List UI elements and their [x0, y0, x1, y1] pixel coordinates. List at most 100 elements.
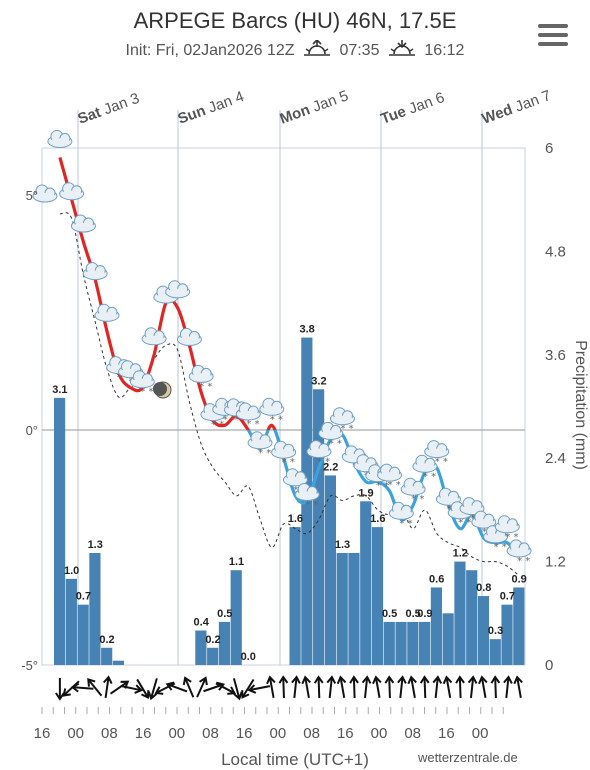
precip-bar — [442, 613, 454, 665]
cloud-icon — [165, 280, 191, 299]
credit-text[interactable]: wetterzentrale.de — [418, 750, 518, 765]
precip-label: 3.8 — [300, 324, 315, 336]
precip-bar — [477, 596, 490, 665]
sunrise-icon — [303, 40, 330, 56]
wind-arrow — [182, 676, 195, 698]
x-tick-label: 00 — [270, 725, 287, 742]
svg-text:* *: * * — [517, 556, 530, 567]
precip-label: 3.2 — [311, 375, 326, 387]
wind-arrow — [326, 675, 337, 699]
x-tick-label: 16 — [34, 725, 51, 742]
wind-arrow — [467, 675, 478, 699]
wind-arrow — [419, 675, 430, 699]
precip-bar — [324, 475, 336, 665]
svg-text:* *: * * — [258, 448, 271, 459]
x-tick-label: 08 — [404, 725, 421, 742]
snow-cloud-icon: * * — [247, 431, 273, 459]
precip-label: 0.9 — [511, 573, 526, 585]
precip-bar — [230, 570, 242, 665]
precip-bar — [371, 527, 384, 665]
y-left-tick: -5° — [21, 658, 38, 673]
svg-text:* *: * * — [376, 481, 389, 492]
cloud-icon — [47, 129, 73, 148]
precip-bar — [383, 621, 395, 665]
wind-arrow — [241, 678, 255, 699]
svg-text:* *: * * — [140, 387, 153, 398]
snow-cloud-icon: * * — [306, 440, 332, 468]
day-label: Wed Jan 7 — [480, 87, 554, 128]
cloud-icon — [141, 327, 167, 346]
x-tick-label: 16 — [337, 725, 354, 742]
wind-arrow — [384, 675, 395, 699]
y-left-tick: 0° — [26, 423, 38, 438]
precip-bar — [466, 570, 478, 665]
cloud-icon — [59, 182, 85, 201]
svg-text:* *: * * — [117, 373, 130, 384]
svg-text:* *: * * — [329, 438, 342, 449]
svg-text:* *: * * — [246, 419, 259, 430]
precip-bar — [77, 604, 89, 665]
x-tick-label: 08 — [101, 725, 118, 742]
wind-arrow — [442, 675, 453, 699]
y-left-tick: 5° — [26, 188, 38, 203]
svg-text:* *: * * — [435, 457, 448, 468]
menu-icon[interactable] — [538, 24, 568, 46]
svg-text:* *: * * — [423, 471, 436, 482]
wind-arrow — [361, 675, 372, 699]
precip-label: 2.2 — [323, 461, 338, 473]
x-tick-label: 16 — [438, 725, 455, 742]
wind-arrow — [62, 680, 80, 697]
precip-bar — [501, 604, 513, 665]
snow-cloud-icon: * * — [412, 454, 438, 482]
x-tick-label: 16 — [135, 725, 152, 742]
wind-arrow — [278, 675, 289, 699]
svg-text:* *: * * — [458, 518, 471, 529]
precip-bar — [513, 587, 525, 665]
x-tick-label: 08 — [303, 725, 320, 742]
snow-cloud-icon: * * — [388, 501, 414, 529]
svg-text:* *: * * — [305, 500, 318, 511]
wind-arrow — [291, 675, 301, 699]
precip-label: 1.2 — [453, 548, 468, 560]
wind-arrow — [455, 675, 465, 699]
plot-area — [41, 147, 526, 666]
precip-label: 0.2 — [99, 634, 114, 646]
wind-arrow — [196, 676, 208, 698]
precip-bar — [112, 660, 125, 665]
x-tick-label: 00 — [67, 725, 84, 742]
precip-label: 0.9 — [417, 608, 432, 620]
precip-label: 1.3 — [335, 539, 350, 551]
cloud-icon — [176, 327, 202, 346]
sunset-icon — [388, 40, 415, 56]
wind-arrow — [397, 675, 407, 699]
svg-text:* *: * * — [282, 457, 295, 468]
wind-arrow — [349, 675, 359, 699]
snow-cloud-icon: * * — [271, 440, 297, 468]
svg-text:* *: * * — [317, 457, 330, 468]
precip-label: 1.3 — [88, 539, 103, 551]
cloud-icon — [82, 262, 108, 281]
snow-cloud-icon: * * — [294, 483, 320, 511]
init-time: Init: Fri, 02Jan2026 12Z — [125, 42, 295, 59]
precip-label: 0.2 — [205, 634, 220, 646]
precip-label: 0.5 — [382, 608, 397, 620]
x-tick-label: 00 — [472, 725, 489, 742]
snow-cloud-icon: * * — [424, 440, 450, 468]
chart-subtitle: Init: Fri, 02Jan2026 12Z 07:35 16:12 — [0, 40, 590, 60]
wind-arrow — [490, 675, 501, 699]
x-tick-label: 08 — [202, 725, 219, 742]
svg-text:* *: * * — [388, 480, 401, 491]
y-right-tick: 2.4 — [545, 450, 566, 467]
wind-arrow — [70, 682, 94, 693]
wind-arrow — [313, 675, 324, 699]
wind-arrow — [102, 675, 113, 699]
precip-label: 1.9 — [358, 487, 373, 499]
precip-bar — [313, 389, 325, 665]
precip-bar — [454, 561, 466, 665]
day-label: Mon Jan 5 — [278, 87, 351, 127]
wind-arrow — [478, 675, 488, 699]
day-label: Tue Jan 6 — [379, 89, 447, 128]
wind-arrow — [120, 684, 144, 694]
wind-arrow — [55, 678, 65, 701]
